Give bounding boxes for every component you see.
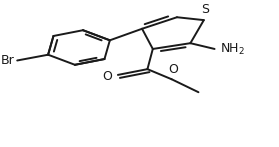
Text: NH$_2$: NH$_2$ <box>220 41 245 56</box>
Text: O: O <box>103 70 112 83</box>
Text: O: O <box>168 63 178 76</box>
Text: Br: Br <box>1 54 15 67</box>
Text: S: S <box>201 3 209 16</box>
